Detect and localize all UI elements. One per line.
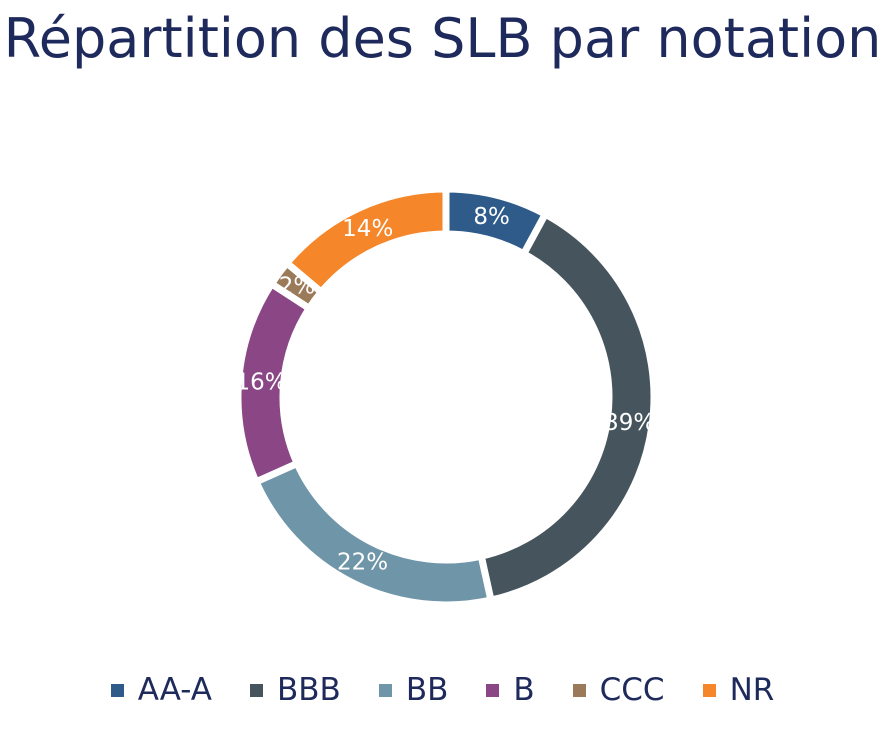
legend-label: AA-A <box>137 672 212 708</box>
legend-label: BBB <box>277 672 341 708</box>
legend-item-bbb: BBB <box>250 670 341 710</box>
data-label-nr: 14% <box>342 216 393 242</box>
legend-swatch <box>486 683 500 697</box>
data-label-bb: 22% <box>337 550 388 576</box>
legend-item-ccc: CCC <box>572 670 665 710</box>
data-label-b: 16% <box>235 370 286 396</box>
legend-swatch <box>572 683 586 697</box>
legend-label: CCC <box>599 672 665 708</box>
legend-label: NR <box>729 672 775 708</box>
legend-item-nr: NR <box>702 670 775 710</box>
data-label-bbb: 39% <box>604 410 655 436</box>
legend-swatch <box>378 683 392 697</box>
chart-title: Répartition des SLB par notation <box>3 7 882 70</box>
slice-bbb <box>477 209 658 605</box>
legend-swatch <box>110 683 124 697</box>
legend-label: BB <box>405 672 449 708</box>
slice-nr <box>281 185 450 297</box>
legend-item-b: B <box>486 670 535 710</box>
legend-item-aa-a: AA-A <box>110 670 212 710</box>
legend-swatch <box>250 683 263 697</box>
data-label-aa-a: 8% <box>473 204 510 230</box>
legend-label: B <box>513 672 535 708</box>
legend-swatch <box>702 683 716 697</box>
legend-item-bb: BB <box>378 670 449 710</box>
slice-bb <box>251 458 496 609</box>
chart-legend: AA-A BBB BB B CCC NR <box>0 668 885 712</box>
